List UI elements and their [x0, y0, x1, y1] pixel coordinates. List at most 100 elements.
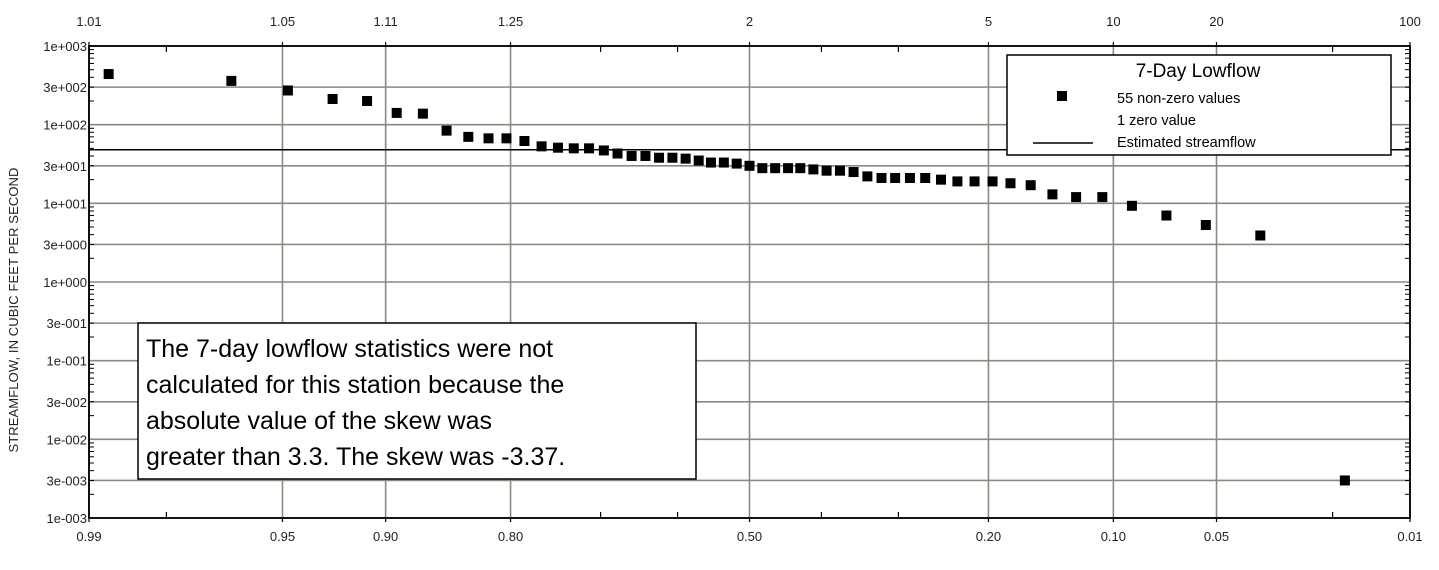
annotation-line-1: The 7-day lowflow statistics were not: [146, 335, 553, 363]
top-tick-label: 1.05: [270, 14, 295, 29]
data-point: [705, 157, 716, 168]
y-tick-label: 3e+000: [43, 237, 87, 252]
x-tick-label: 0.80: [498, 529, 523, 544]
annotation-line-4: greater than 3.3. The skew was -3.37.: [146, 443, 565, 471]
plot-frame: [88, 45, 1411, 519]
data-point: [757, 163, 768, 174]
legend-entry-estimated: Estimated streamflow: [1117, 135, 1256, 151]
legend: 7-Day Lowflow 55 non-zero values 1 zero …: [1006, 54, 1392, 156]
top-tick-label: 5: [985, 14, 992, 29]
data-point: [598, 145, 609, 156]
data-point: [391, 107, 402, 118]
top-tick-label: 100: [1399, 14, 1421, 29]
data-point: [1005, 178, 1016, 189]
data-point: [519, 135, 530, 146]
annotation-box: The 7-day lowflow statistics were not ca…: [137, 322, 697, 480]
data-point: [693, 155, 704, 166]
top-tick-label: 1.25: [498, 14, 523, 29]
y-tick-label: 3e-002: [47, 395, 87, 410]
data-point: [1200, 220, 1211, 231]
data-point: [808, 164, 819, 175]
y-tick-label: 3e+001: [43, 159, 87, 174]
data-point: [626, 150, 637, 161]
data-point: [667, 152, 678, 163]
data-point: [987, 176, 998, 187]
data-point: [654, 152, 665, 163]
data-point: [848, 167, 859, 178]
x-tick-label: 0.01: [1397, 529, 1422, 544]
data-point: [327, 93, 338, 104]
x-tick-label: 0.10: [1101, 529, 1126, 544]
data-point: [969, 176, 980, 187]
x-tick-label: 0.05: [1204, 529, 1229, 544]
data-point: [952, 176, 963, 187]
top-tick-label: 20: [1209, 14, 1223, 29]
y-tick-label: 3e+002: [43, 80, 87, 95]
top-tick-label: 1.01: [76, 14, 101, 29]
data-point: [876, 172, 887, 183]
y-axis-label: STREAMFLOW, IN CUBIC FEET PER SECOND: [6, 167, 21, 452]
data-point: [1126, 200, 1137, 211]
legend-title: 7-Day Lowflow: [1136, 61, 1261, 82]
data-point: [1047, 189, 1058, 200]
y-tick-label: 1e+000: [43, 275, 87, 290]
data-point: [501, 133, 512, 144]
top-tick-label: 1.11: [373, 14, 397, 29]
data-point: [441, 125, 452, 136]
x-tick-label: 0.99: [76, 529, 101, 544]
data-point: [584, 143, 595, 154]
data-point: [890, 172, 901, 183]
data-point: [552, 142, 563, 153]
data-point: [1097, 192, 1108, 203]
y-tick-label: 3e-001: [47, 316, 87, 331]
data-point: [834, 165, 845, 176]
data-point: [744, 160, 755, 171]
data-point: [568, 143, 579, 154]
data-point: [640, 150, 651, 161]
x-tick-label: 0.95: [270, 529, 295, 544]
data-point: [463, 131, 474, 142]
y-tick-label: 1e+003: [43, 39, 87, 54]
data-point: [936, 174, 947, 185]
axes-layer: 1e+003 3e+002 1e+002 3e+001 1e+001 3e+000 1e+0…: [43, 14, 1422, 544]
y-tick-label: 3e-003: [47, 473, 87, 488]
data-point: [821, 165, 832, 176]
data-point: [920, 172, 931, 183]
data-point: [904, 172, 915, 183]
data-point: [536, 141, 547, 152]
data-point: [483, 133, 494, 144]
data-point: [282, 85, 293, 96]
data-point: [612, 148, 623, 159]
top-tick-label: 10: [1106, 14, 1120, 29]
data-point: [417, 108, 428, 119]
data-point: [770, 163, 781, 174]
data-point: [362, 95, 373, 106]
data-point: [795, 163, 806, 174]
y-tick-label: 1e-002: [47, 432, 87, 447]
data-point: [1025, 180, 1036, 191]
annotation-line-3: absolute value of the skew was: [146, 407, 492, 435]
x-tick-label: 0.20: [976, 529, 1001, 544]
y-tick-label: 1e+002: [43, 118, 87, 133]
y-tick-label: 1e-003: [47, 511, 87, 526]
data-point: [731, 158, 742, 169]
data-point: [680, 153, 691, 164]
legend-frame: [1006, 54, 1392, 156]
legend-square-marker: [1057, 91, 1067, 101]
y-tick-label: 1e-001: [47, 354, 87, 369]
legend-entry-nonzero: 55 non-zero values: [1117, 91, 1240, 107]
x-tick-label: 0.50: [737, 529, 762, 544]
data-point: [103, 69, 114, 80]
data-point: [783, 163, 794, 174]
data-point: [1255, 230, 1266, 241]
data-point: [226, 75, 237, 86]
data-point: [718, 157, 729, 168]
legend-entry-zero: 1 zero value: [1117, 113, 1196, 129]
annotation-line-2: calculated for this station because the: [146, 371, 564, 399]
data-point: [1339, 475, 1350, 486]
y-tick-label: 1e+001: [43, 196, 87, 211]
data-point: [1161, 210, 1172, 221]
annotation-frame: [137, 322, 697, 480]
x-tick-label: 0.90: [373, 529, 398, 544]
